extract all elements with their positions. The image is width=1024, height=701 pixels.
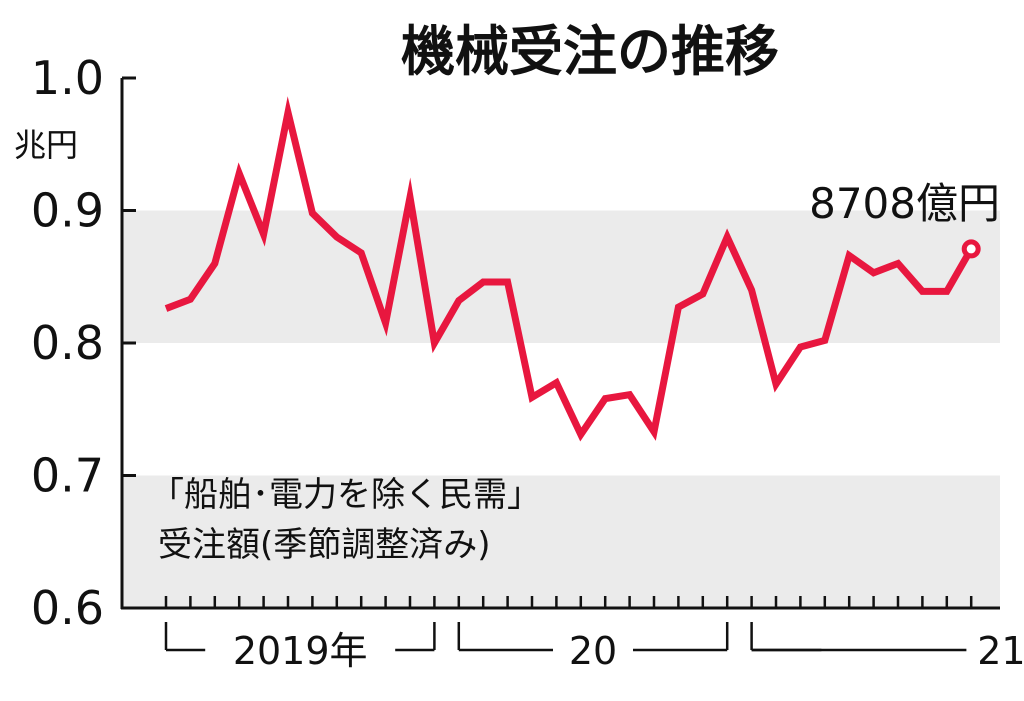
y-tick-label: 0.8 bbox=[31, 316, 104, 370]
y-axis-unit-label: 兆円 bbox=[14, 126, 78, 164]
shaded-band-0 bbox=[122, 475, 1000, 608]
chart-title: 機械受注の推移 bbox=[401, 20, 779, 83]
series-line bbox=[164, 96, 975, 442]
shaded-band-1 bbox=[122, 210, 1000, 343]
y-tick-label: 0.7 bbox=[31, 449, 104, 503]
year-label: 20 bbox=[569, 629, 617, 673]
y-tick-labels: 0.6 0.7 0.8 0.9 1.0 bbox=[31, 51, 136, 635]
series-group bbox=[164, 96, 981, 442]
x-ticks bbox=[164, 596, 973, 608]
note-line-1: 「船舶･電力を除く民需」 bbox=[150, 475, 541, 515]
year-label: 2019年 bbox=[233, 629, 368, 673]
shaded-bands bbox=[122, 210, 1000, 608]
note-line-2: 受注額(季節調整済み) bbox=[158, 525, 491, 565]
y-tick-label: 0.9 bbox=[31, 184, 104, 238]
y-tick-label: 1.0 bbox=[31, 51, 104, 105]
end-value-label: 8708億円 bbox=[809, 179, 1000, 228]
year-label: 21 bbox=[977, 629, 1024, 673]
y-tick-label: 0.6 bbox=[31, 581, 104, 635]
year-brackets: 2019年 20 21 bbox=[164, 622, 1024, 673]
last-point-marker bbox=[961, 239, 981, 259]
